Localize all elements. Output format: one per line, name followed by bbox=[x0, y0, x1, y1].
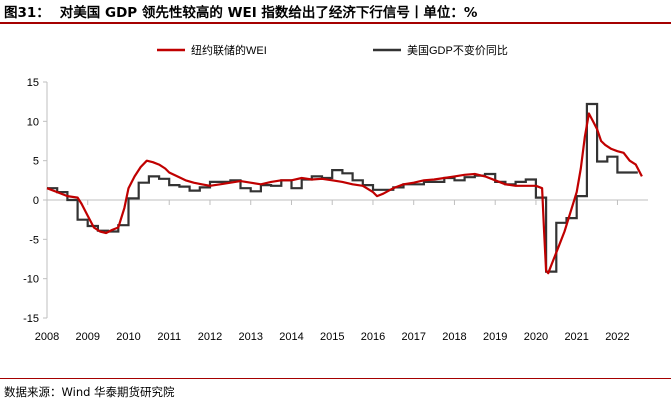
x-tick-label: 2012 bbox=[198, 331, 222, 343]
x-tick-label: 2009 bbox=[76, 331, 100, 343]
x-tick-label: 2021 bbox=[564, 331, 588, 343]
y-tick-label: -10 bbox=[23, 274, 39, 286]
y-tick-label: -5 bbox=[29, 234, 39, 246]
chart-legend: 纽约联储的WEI 美国GDP不变价同比 bbox=[157, 43, 508, 57]
x-tick-label: 2011 bbox=[157, 331, 181, 343]
source-note: 数据来源：Wind 华泰期货研究院 bbox=[4, 385, 175, 399]
x-tick-label: 2022 bbox=[605, 331, 629, 343]
legend-label: 纽约联储的WEI bbox=[191, 43, 267, 57]
x-tick-label: 2008 bbox=[35, 331, 59, 343]
x-tick-label: 2015 bbox=[320, 331, 344, 343]
x-axis: 2008 2009 2010 2011 2012 2013 2014 2015 2016 2017… bbox=[35, 199, 648, 343]
legend-item-wei: 纽约联储的WEI bbox=[157, 43, 267, 57]
figure-title-text: 对美国 GDP 领先性较高的 WEI 指数给出了经济下行信号丨单位：% bbox=[59, 5, 478, 21]
y-tick-label: 5 bbox=[33, 156, 39, 168]
y-axis: 15 10 5 0 -5 -10 -15 bbox=[23, 77, 48, 325]
x-tick-label: 2018 bbox=[442, 331, 466, 343]
gdp-series-line bbox=[47, 102, 638, 273]
figure-number: 图31： bbox=[4, 5, 50, 21]
x-tick-label: 2020 bbox=[524, 331, 548, 343]
wei-series-line bbox=[46, 112, 643, 275]
x-tick-label: 2013 bbox=[238, 331, 262, 343]
chart-series bbox=[46, 102, 643, 275]
x-tick-label: 2014 bbox=[279, 331, 303, 343]
legend-label: 美国GDP不变价同比 bbox=[407, 43, 508, 57]
source-rule bbox=[0, 378, 671, 379]
legend-item-gdp: 美国GDP不变价同比 bbox=[373, 43, 508, 57]
y-tick-label: -15 bbox=[23, 313, 39, 325]
y-tick-label: 15 bbox=[27, 77, 39, 89]
figure-title: 图31： 对美国 GDP 领先性较高的 WEI 指数给出了经济下行信号丨单位：% bbox=[4, 1, 477, 21]
x-tick-label: 2019 bbox=[483, 331, 507, 343]
y-tick-label: 0 bbox=[33, 195, 39, 207]
x-tick-label: 2017 bbox=[401, 331, 425, 343]
x-tick-label: 2010 bbox=[116, 331, 140, 343]
y-tick-label: 10 bbox=[27, 116, 39, 128]
title-rule bbox=[0, 22, 671, 24]
x-tick-label: 2016 bbox=[361, 331, 385, 343]
